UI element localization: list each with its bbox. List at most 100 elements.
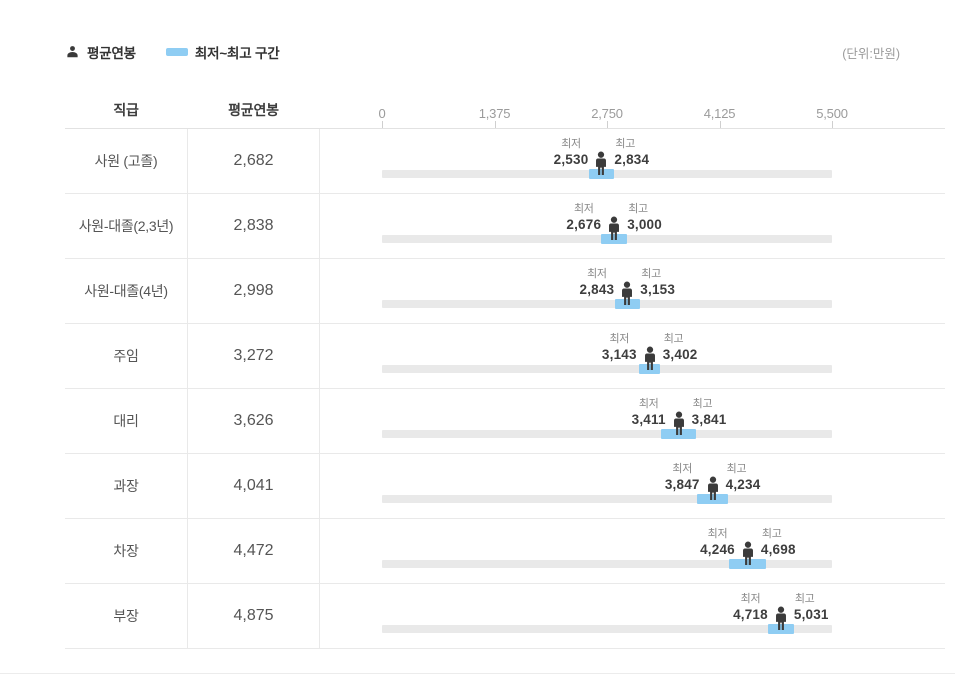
header-position: 직급 xyxy=(113,102,139,118)
person-icon xyxy=(666,410,692,438)
table-row: 사원-대졸(4년) 2,998 최저 2,843 최고 3,153 xyxy=(65,259,945,324)
average-salary-value: 2,998 xyxy=(187,259,320,323)
position-label: 차장 xyxy=(113,543,139,559)
range-track xyxy=(382,364,832,374)
max-value: 3,841 xyxy=(691,412,727,427)
range-chart-cell: 최저 3,411 최고 3,841 xyxy=(320,389,945,453)
range-bar xyxy=(661,429,697,439)
min-value-block: 최저 3,143 xyxy=(602,332,637,363)
table-header-row: 직급 평균연봉 0 1,375 2,750 4,125 5,500 xyxy=(65,95,945,129)
min-label: 최저 xyxy=(573,203,594,215)
max-value: 4,698 xyxy=(760,542,796,557)
position-label: 사원-대졸(2,3년) xyxy=(78,218,174,234)
max-label: 최고 xyxy=(641,268,661,280)
max-value-block: 최고 2,834 xyxy=(614,137,649,168)
person-icon xyxy=(768,605,794,633)
person-icon xyxy=(735,540,761,568)
min-label: 최저 xyxy=(638,398,659,410)
axis-tick-label: 1,375 xyxy=(478,106,511,121)
range-bar xyxy=(768,624,794,634)
table-row: 주임 3,272 최저 3,143 최고 3,402 xyxy=(65,324,945,389)
max-value: 3,153 xyxy=(640,282,676,297)
min-value: 3,143 xyxy=(601,347,637,362)
min-value-block: 최저 4,718 xyxy=(733,592,768,623)
unit-note: (단위:만원) xyxy=(842,46,900,61)
max-value-block: 최고 5,031 xyxy=(794,592,829,623)
axis-tick-label: 0 xyxy=(378,106,386,121)
max-label: 최고 xyxy=(761,528,782,540)
range-chart-cell: 최저 3,847 최고 4,234 xyxy=(320,454,945,518)
min-value-block: 최저 4,246 xyxy=(700,527,735,558)
range-swatch xyxy=(165,48,188,56)
range-bar xyxy=(696,494,729,504)
average-salary-value: 3,272 xyxy=(187,324,320,388)
min-label: 최저 xyxy=(672,463,693,475)
range-bar xyxy=(729,559,767,569)
range-track xyxy=(382,429,832,439)
average-salary-value: 4,041 xyxy=(187,454,320,518)
min-label: 최저 xyxy=(587,268,607,280)
position-label: 과장 xyxy=(113,478,139,494)
average-salary-value: 2,682 xyxy=(187,129,320,193)
range-bar xyxy=(600,234,628,244)
min-value: 2,676 xyxy=(566,217,602,232)
chart-legend: 평균연봉 최저~최고 구간 (단위:만원) xyxy=(65,42,900,62)
axis-tick-label: 5,500 xyxy=(816,106,848,121)
range-track xyxy=(382,624,832,634)
range-track xyxy=(382,234,832,244)
range-bar xyxy=(589,169,614,179)
legend-item-range: 최저~최고 구간 xyxy=(136,42,280,62)
min-value: 4,246 xyxy=(700,542,735,557)
axis-tickmark xyxy=(382,121,383,128)
person-icon xyxy=(700,475,726,503)
max-label: 최고 xyxy=(628,203,648,215)
max-value-block: 최고 3,153 xyxy=(640,267,675,298)
min-label: 최저 xyxy=(609,333,630,345)
range-track xyxy=(382,299,832,309)
max-value-block: 최고 3,841 xyxy=(692,397,727,428)
min-value: 3,847 xyxy=(664,477,700,492)
person-icon xyxy=(637,345,663,373)
min-label: 최저 xyxy=(707,528,728,540)
max-value-block: 최고 4,234 xyxy=(726,462,761,493)
average-salary-value: 4,875 xyxy=(187,584,320,648)
axis-tickmark xyxy=(719,121,721,128)
range-track xyxy=(382,494,832,504)
position-label: 사원-대졸(4년) xyxy=(84,283,168,299)
table-row: 대리 3,626 최저 3,411 최고 3,841 xyxy=(65,389,945,454)
min-value-block: 최저 2,530 xyxy=(554,137,589,168)
max-value-block: 최고 3,402 xyxy=(663,332,698,363)
range-chart-cell: 최저 2,843 최고 3,153 xyxy=(320,259,945,323)
min-label: 최저 xyxy=(561,138,581,150)
min-label: 최저 xyxy=(740,593,761,605)
table-row: 차장 4,472 최저 4,246 최고 4,698 xyxy=(65,519,945,584)
person-icon xyxy=(65,45,80,60)
position-label: 주임 xyxy=(113,348,139,364)
max-value-block: 최고 4,698 xyxy=(761,527,796,558)
max-value: 2,834 xyxy=(614,152,650,167)
min-value-block: 최저 3,847 xyxy=(665,462,700,493)
header-average: 평균연봉 xyxy=(228,102,279,118)
table-row: 과장 4,041 최저 3,847 최고 4,234 xyxy=(65,454,945,519)
max-label: 최고 xyxy=(615,138,636,150)
legend-item-average: 평균연봉 xyxy=(65,42,136,62)
max-value: 3,000 xyxy=(627,217,662,232)
axis-tickmark xyxy=(832,121,833,128)
max-value: 3,402 xyxy=(662,347,698,362)
person-icon xyxy=(588,150,614,178)
range-chart-cell: 최저 4,246 최고 4,698 xyxy=(320,519,945,583)
range-bar xyxy=(614,299,640,309)
axis-row: 0 1,375 2,750 4,125 5,500 xyxy=(320,95,945,128)
range-bar xyxy=(639,364,661,374)
table-row: 부장 4,875 최저 4,718 최고 5,031 xyxy=(65,584,945,649)
range-track xyxy=(382,169,832,179)
position-label: 사원 (고졸) xyxy=(94,153,158,169)
bottom-divider xyxy=(0,673,955,674)
axis-tick-label: 4,125 xyxy=(703,106,736,121)
position-label: 부장 xyxy=(113,608,139,624)
min-value: 2,843 xyxy=(579,282,615,297)
axis-tickmark xyxy=(494,121,496,128)
max-value-block: 최고 3,000 xyxy=(627,202,662,233)
max-value: 4,234 xyxy=(725,477,761,492)
average-salary-value: 2,838 xyxy=(187,194,320,258)
